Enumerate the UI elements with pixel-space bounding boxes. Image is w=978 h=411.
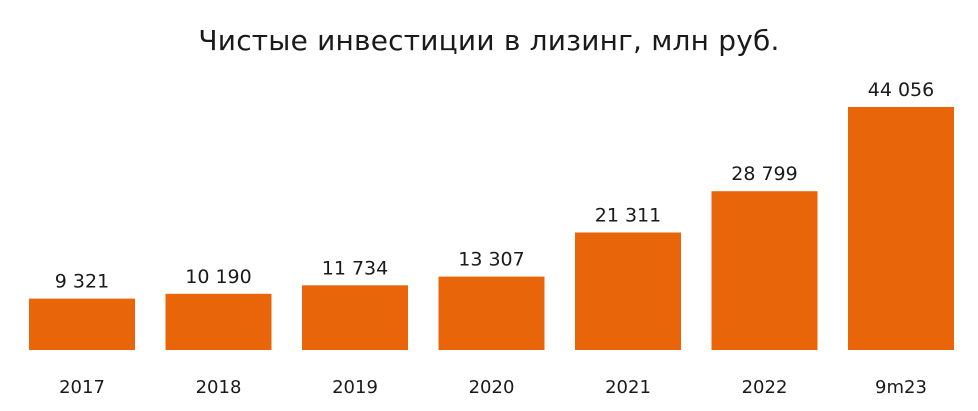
bar-2018 bbox=[165, 293, 272, 350]
bar-value-label: 44 056 bbox=[868, 79, 934, 101]
bar-value-label: 10 190 bbox=[185, 266, 251, 288]
bar-value-label: 13 307 bbox=[458, 249, 524, 271]
bar-2022 bbox=[711, 191, 818, 350]
bar-value-label: 21 311 bbox=[595, 205, 661, 227]
x-tick-label: 2022 bbox=[742, 377, 788, 398]
x-tick-label: 2020 bbox=[469, 377, 515, 398]
chart-title: Чистые инвестиции в лизинг, млн руб. bbox=[198, 24, 780, 57]
x-tick-label: 9m23 bbox=[875, 377, 927, 398]
x-tick-label: 2021 bbox=[605, 377, 651, 398]
bar-2017 bbox=[29, 298, 135, 350]
bar-2020 bbox=[438, 276, 545, 350]
bar-2021 bbox=[575, 232, 681, 350]
bar-2019 bbox=[302, 285, 408, 350]
bar-value-label: 9 321 bbox=[55, 271, 109, 293]
bar-9m23 bbox=[848, 107, 954, 350]
x-tick-label: 2019 bbox=[332, 377, 378, 398]
bar-value-label: 28 799 bbox=[731, 163, 797, 185]
x-tick-label: 2017 bbox=[59, 377, 105, 398]
bar-value-label: 11 734 bbox=[322, 257, 388, 279]
x-tick-label: 2018 bbox=[196, 377, 242, 398]
